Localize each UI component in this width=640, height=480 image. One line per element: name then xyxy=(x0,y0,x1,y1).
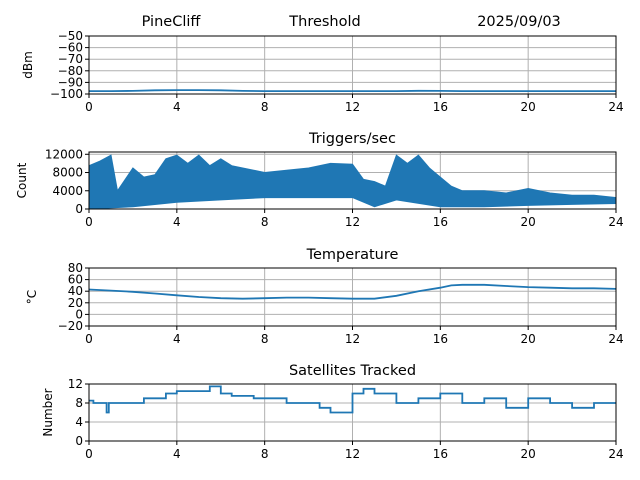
x-tick-label: 24 xyxy=(608,100,623,114)
x-tick-label: 0 xyxy=(85,447,93,461)
x-tick-label: 0 xyxy=(85,100,93,114)
series-line-satellites xyxy=(89,385,616,414)
y-tick-label: 0 xyxy=(75,434,83,448)
x-tick-label: 4 xyxy=(173,100,181,114)
record-date: 2025/09/03 xyxy=(477,14,561,30)
y-tick-label: 80 xyxy=(68,261,83,275)
x-tick-label: 12 xyxy=(345,215,360,229)
x-tick-label: 24 xyxy=(608,215,623,229)
y-tick-label: −20 xyxy=(58,319,83,333)
y-tick-label: 0 xyxy=(75,307,83,321)
panel-title: Temperature xyxy=(306,247,399,263)
x-tick-label: 16 xyxy=(433,100,448,114)
panel-threshold: 0 4 8 12 16 20 24 −100−90−80−70−60−50 dBm xyxy=(21,29,624,114)
figure-header: PineCliff Threshold 2025/09/03 xyxy=(142,14,561,30)
y-tick-label: 40 xyxy=(68,284,83,298)
y-tick-label: 8 xyxy=(75,396,83,410)
y-axis-label: Count xyxy=(15,162,29,198)
triggers-area xyxy=(88,154,617,210)
y-tick-label: −80 xyxy=(58,64,83,78)
chart-title-threshold: Threshold xyxy=(288,14,360,30)
y-tick-label: 4 xyxy=(75,415,83,429)
panel-title: Triggers/sec xyxy=(308,131,396,147)
y-tick-label: 0 xyxy=(75,202,83,216)
x-tick-label: 20 xyxy=(521,100,536,114)
x-tick-label: 0 xyxy=(85,332,93,346)
x-tick-label: 8 xyxy=(261,332,269,346)
y-axis-label: Number xyxy=(41,388,55,436)
y-tick-label: −70 xyxy=(58,52,83,66)
y-tick-label: 12 xyxy=(68,377,83,391)
y-tick-label: −50 xyxy=(58,29,83,43)
y-tick-label: 4000 xyxy=(52,184,83,198)
y-tick-label: −90 xyxy=(58,75,83,89)
x-tick-label: 12 xyxy=(345,447,360,461)
x-tick-label: 4 xyxy=(173,332,181,346)
x-tick-label: 20 xyxy=(521,447,536,461)
x-tick-label: 4 xyxy=(173,447,181,461)
x-tick-label: 20 xyxy=(521,332,536,346)
y-axis-label: dBm xyxy=(21,51,35,79)
x-tick-label: 16 xyxy=(433,332,448,346)
x-tick-label: 8 xyxy=(261,100,269,114)
x-tick-label: 20 xyxy=(521,215,536,229)
y-tick-label: −60 xyxy=(58,41,83,55)
series-line-temperature xyxy=(88,283,617,300)
x-tick-label: 24 xyxy=(608,332,623,346)
y-tick-label: 8000 xyxy=(52,166,83,180)
x-tick-label: 0 xyxy=(85,215,93,229)
panel-satellites: 0 4 8 12 16 20 24 0 4 8 12 Satellites Tracked Number xyxy=(41,363,624,461)
series-line-threshold xyxy=(89,89,616,92)
y-tick-label: 12000 xyxy=(45,147,83,161)
x-tick-label: 24 xyxy=(608,447,623,461)
y-axis-label: °C xyxy=(25,290,39,304)
y-tick-label: 20 xyxy=(68,296,83,310)
panel-triggers: 0 4 8 12 16 20 24 0 4000 8000 12000 Triggers/sec Cou… xyxy=(15,131,624,229)
y-tick-label: −100 xyxy=(50,87,83,101)
x-tick-label: 8 xyxy=(261,215,269,229)
panel-title: Satellites Tracked xyxy=(289,363,416,379)
station-name: PineCliff xyxy=(142,14,202,30)
x-tick-label: 16 xyxy=(433,215,448,229)
x-tick-label: 12 xyxy=(345,332,360,346)
x-tick-label: 4 xyxy=(173,215,181,229)
y-tick-label: 60 xyxy=(68,273,83,287)
x-tick-label: 8 xyxy=(261,447,269,461)
x-tick-label: 12 xyxy=(345,100,360,114)
x-tick-label: 16 xyxy=(433,447,448,461)
